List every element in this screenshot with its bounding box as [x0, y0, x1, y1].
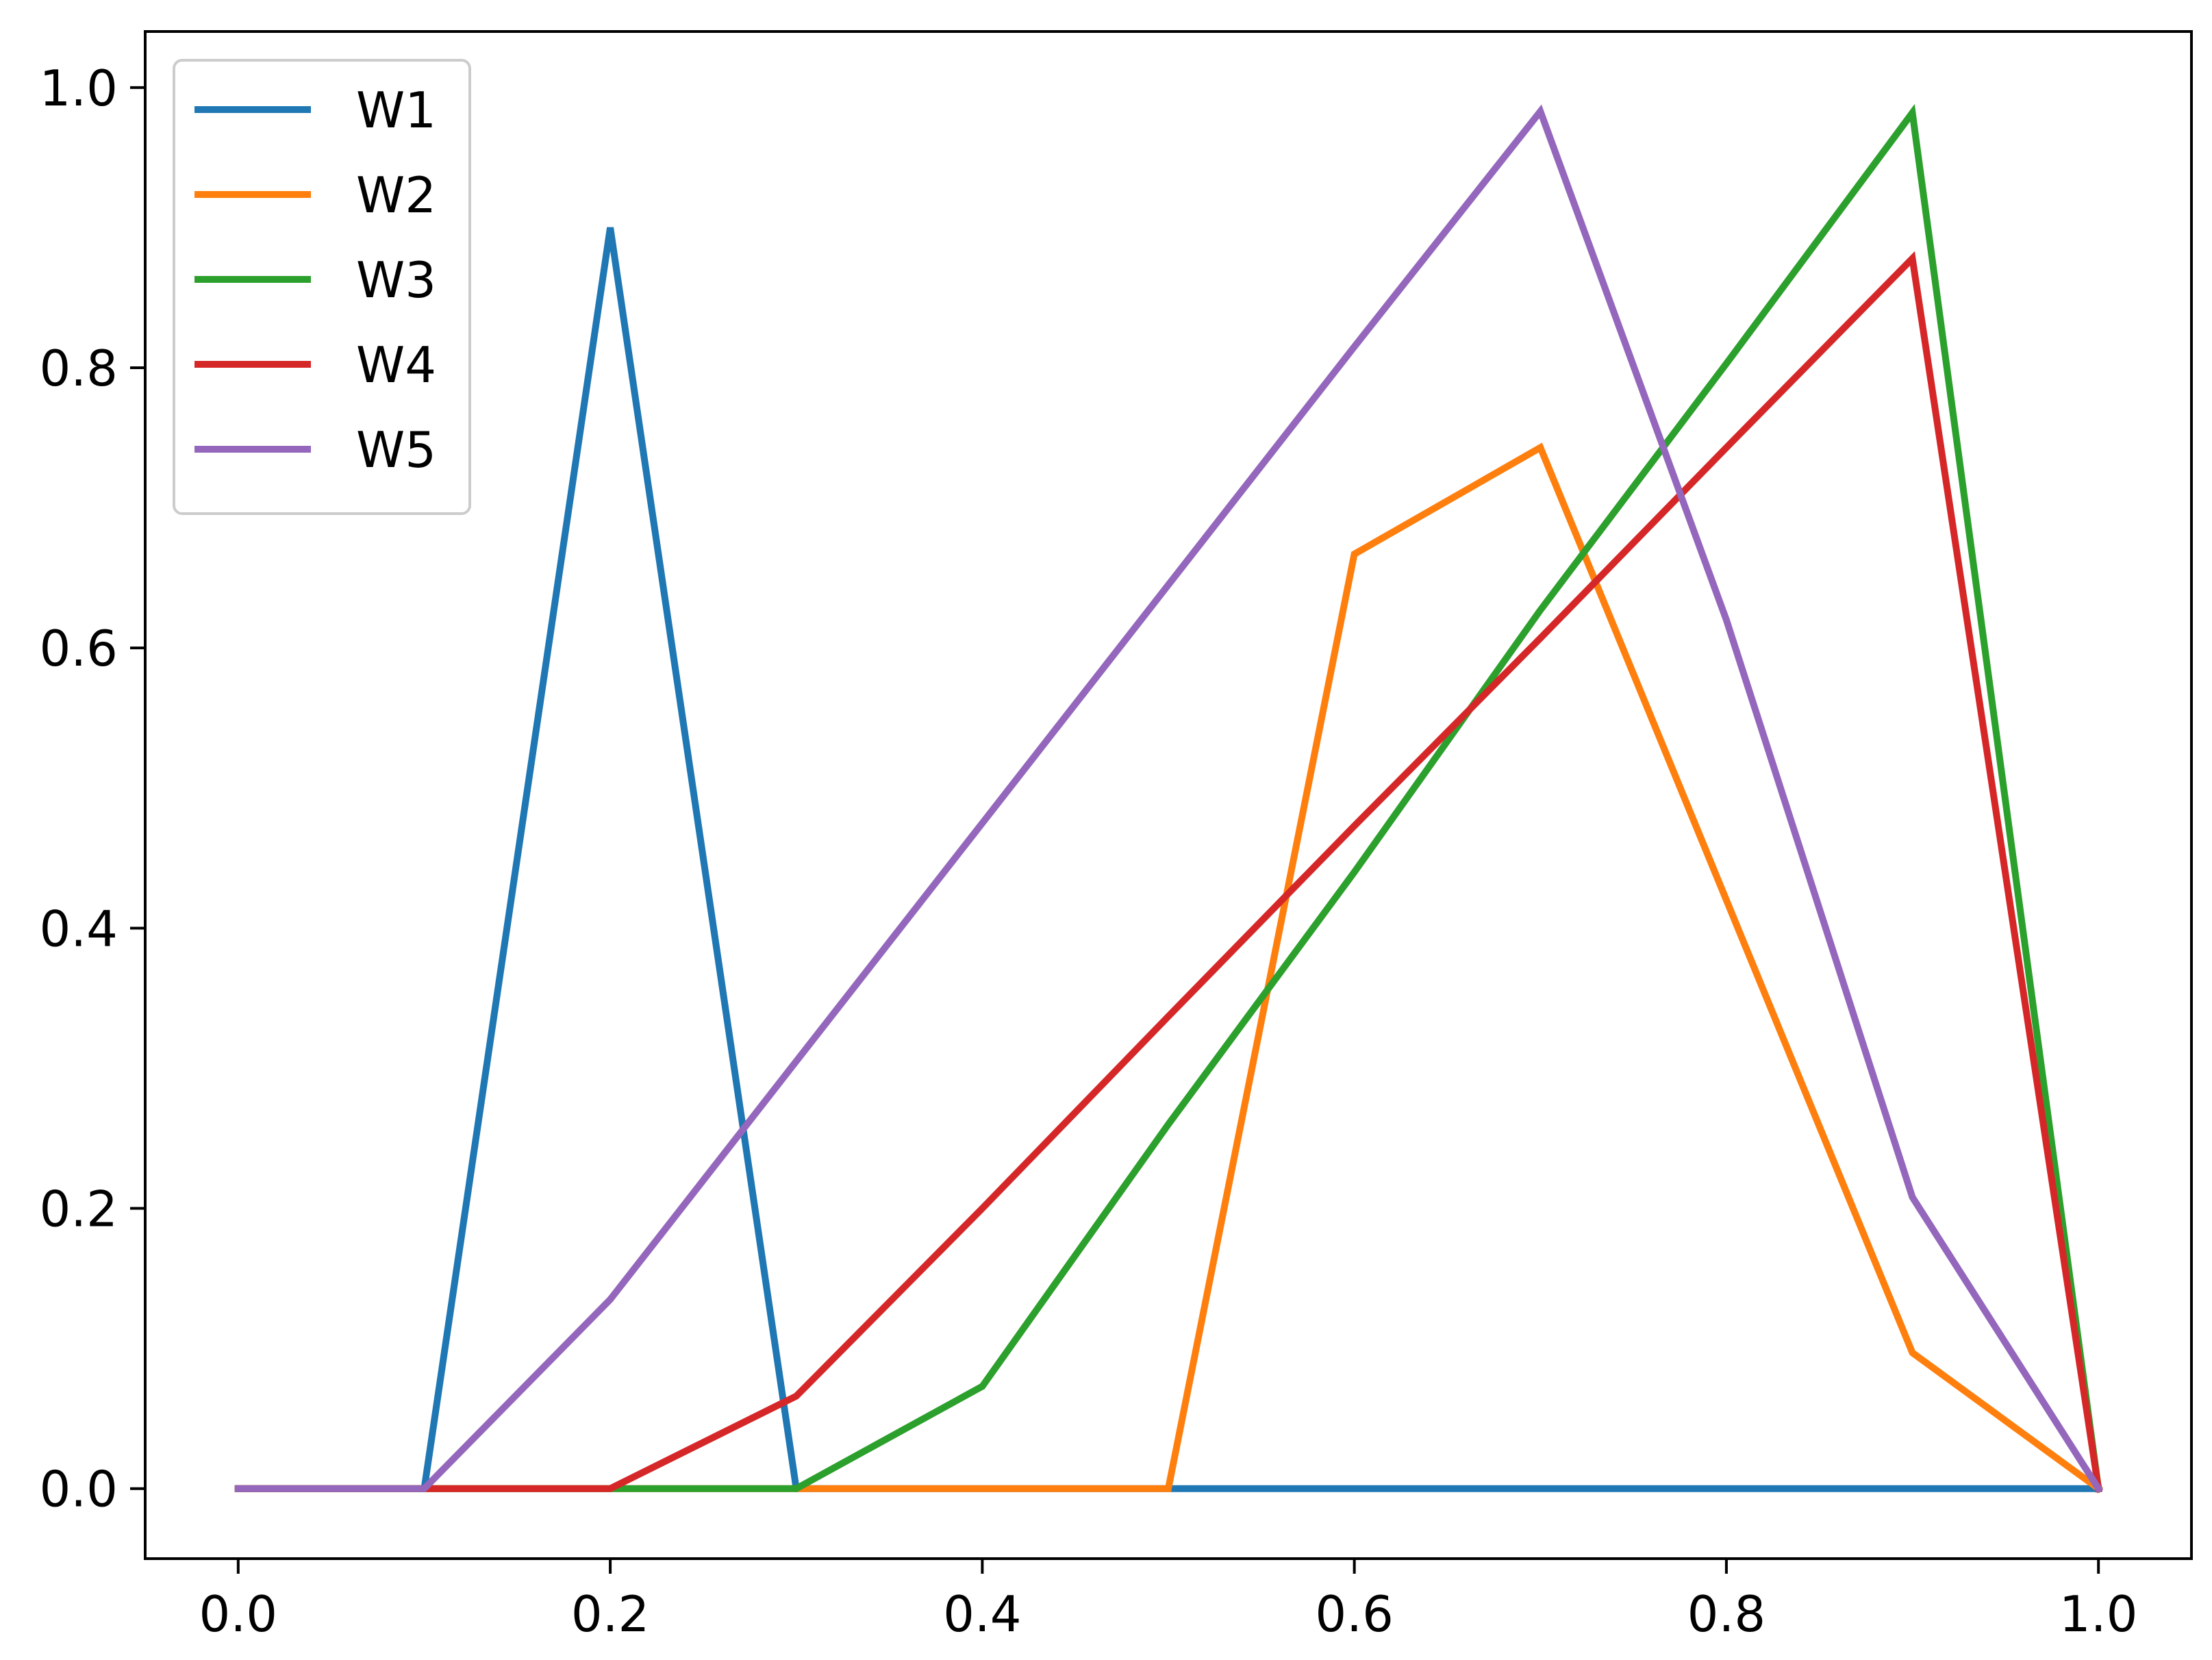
plot-frame: [144, 30, 2193, 1560]
y-tick-label: 1.0: [39, 60, 118, 117]
legend-label-w4: W4: [356, 336, 436, 394]
legend-label-w2: W2: [356, 166, 436, 224]
x-tick-label: 0.2: [571, 1585, 650, 1643]
y-tick-label: 0.8: [39, 340, 118, 397]
series-line-w5: [234, 104, 2104, 1494]
x-tick-label: 1.0: [2059, 1585, 2138, 1643]
legend: W1 W2 W3 W4 W5: [173, 59, 471, 515]
x-tick-label: 0.6: [1315, 1585, 1394, 1643]
series-layer: [234, 103, 2104, 1494]
y-tick-label: 0.4: [39, 900, 118, 957]
y-tick-label: 0.0: [39, 1461, 118, 1518]
y-tick-label: 0.2: [39, 1181, 118, 1238]
series-line-w4: [234, 251, 2102, 1493]
legend-box: [173, 59, 471, 515]
x-tick-label: 0.0: [199, 1585, 278, 1643]
y-axis: 0.0 0.2 0.4 0.6 0.8 1.0: [39, 60, 145, 1518]
x-tick-label: 0.4: [943, 1585, 1022, 1643]
legend-label-w3: W3: [356, 251, 436, 309]
x-tick-label: 0.8: [1687, 1585, 1766, 1643]
legend-label-w5: W5: [356, 421, 436, 479]
x-axis: 0.0 0.2 0.4 0.6 0.8 1.0: [199, 1559, 2138, 1643]
y-tick-label: 0.6: [39, 620, 118, 677]
legend-label-w1: W1: [356, 81, 436, 139]
